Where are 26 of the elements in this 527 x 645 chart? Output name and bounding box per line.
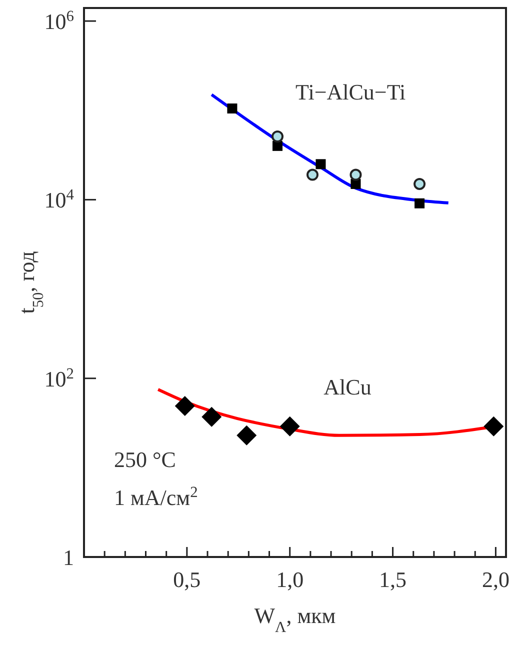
point [227,103,238,114]
point [484,416,504,436]
x-tick-label: 2,0 [482,567,510,592]
point [236,425,257,446]
y-tick-label: 10$^{4}$ [44,186,74,213]
point [174,396,195,416]
point [280,416,300,436]
point [350,168,362,181]
series-label: AlCu [324,374,372,400]
point [202,406,222,427]
point [414,198,425,208]
x-tick-label: 0,5 [173,567,201,592]
series-label: Ti−AlCu−Ti [296,80,406,105]
point [414,178,426,190]
x-tick-label: 1,5 [379,567,407,592]
point [306,168,318,181]
annotation: 250 °C [114,447,176,472]
y-tick-label: 10$^{6}$ [44,8,74,34]
y-tick-label: 1 [63,545,74,570]
x-axis-title: W$_{Λ}$, мкм [254,603,336,636]
annotation: 1 мА/см$^{2}$ [114,484,198,510]
point [272,140,282,151]
point [272,130,284,142]
y-tick-label: 10$^{2}$ [44,364,74,392]
point [316,159,326,170]
x-tick-label: 1,0 [276,567,304,592]
